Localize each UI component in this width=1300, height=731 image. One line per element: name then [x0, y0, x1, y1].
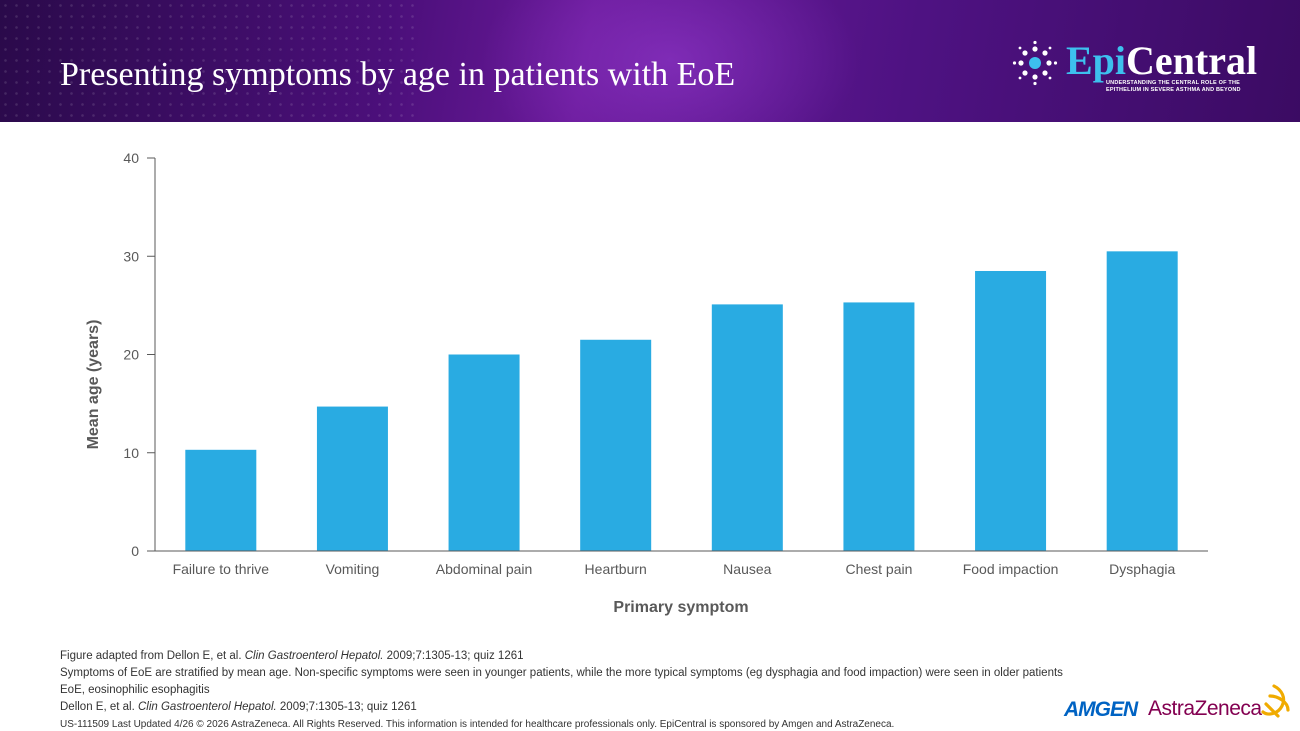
x-axis-title: Primary symptom [613, 599, 748, 616]
y-tick-label: 30 [123, 248, 139, 264]
x-tick-label: Failure to thrive [173, 561, 270, 577]
x-tick-label: Heartburn [585, 561, 647, 577]
figure-source-note: Figure adapted from Dellon E, et al. Cli… [60, 650, 524, 662]
y-tick-label: 10 [123, 445, 139, 461]
bar [185, 449, 257, 551]
bar [843, 302, 915, 551]
bar [580, 339, 652, 551]
bar-chart-svg: 0 10 20 30 40 Failure to thrive Vomiting Abdom… [85, 150, 1208, 616]
bars [185, 251, 1178, 551]
epicentral-tagline: UNDERSTANDING THE CENTRAL ROLE OF THE EP… [1106, 80, 1241, 93]
bar [711, 304, 783, 551]
y-axis: 0 10 20 30 40 [123, 150, 156, 559]
header-glow [480, 0, 860, 122]
y-tick-label: 0 [131, 543, 139, 559]
x-tick-label: Nausea [723, 561, 771, 577]
header-dot-pattern [0, 0, 420, 122]
x-tick-label: Dysphagia [1109, 561, 1175, 577]
header-banner: Presenting symptoms by age in patients w… [0, 0, 1300, 122]
page-title: Presenting symptoms by age in patients w… [60, 56, 736, 93]
astrazeneca-logo: AstraZeneca [1148, 697, 1262, 720]
x-tick-label: Food impaction [963, 561, 1059, 577]
chart-description-note: Symptoms of EoE are stratified by mean a… [60, 667, 1063, 679]
epicentral-logo: EpiCentral UNDERSTANDING THE CENTRAL ROL… [1012, 38, 1257, 98]
amgen-logo: AMGEN [1064, 698, 1138, 721]
y-tick-label: 40 [123, 150, 139, 166]
x-tick-label: Chest pain [845, 561, 912, 577]
x-axis: Failure to thrive Vomiting Abdominal pain H… [155, 550, 1208, 577]
footnotes: Figure adapted from Dellon E, et al. Cli… [60, 648, 1063, 731]
x-tick-label: Vomiting [326, 561, 380, 577]
bar [975, 270, 1047, 551]
y-tick-label: 20 [123, 347, 139, 363]
epicentral-wordmark: EpiCentral [1066, 38, 1258, 83]
legal-disclaimer: US-111509 Last Updated 4/26 © 2026 Astra… [60, 719, 895, 730]
bar [1106, 251, 1178, 551]
astrazeneca-symbol-icon [1261, 684, 1290, 718]
y-axis-title: Mean age (years) [85, 320, 102, 450]
bar-chart: 0 10 20 30 40 Failure to thrive Vomiting Abdom… [0, 122, 1300, 632]
sponsor-logos: AMGEN AstraZeneca [1064, 684, 1294, 724]
reference-note: Dellon E, et al. Clin Gastroenterol Hepa… [60, 701, 417, 713]
x-tick-label: Abdominal pain [436, 561, 533, 577]
abbreviation-note: EoE, eosinophilic esophagitis [60, 684, 210, 696]
bar [448, 354, 520, 551]
bar [316, 406, 388, 551]
epicentral-logo-icon [1012, 40, 1058, 86]
